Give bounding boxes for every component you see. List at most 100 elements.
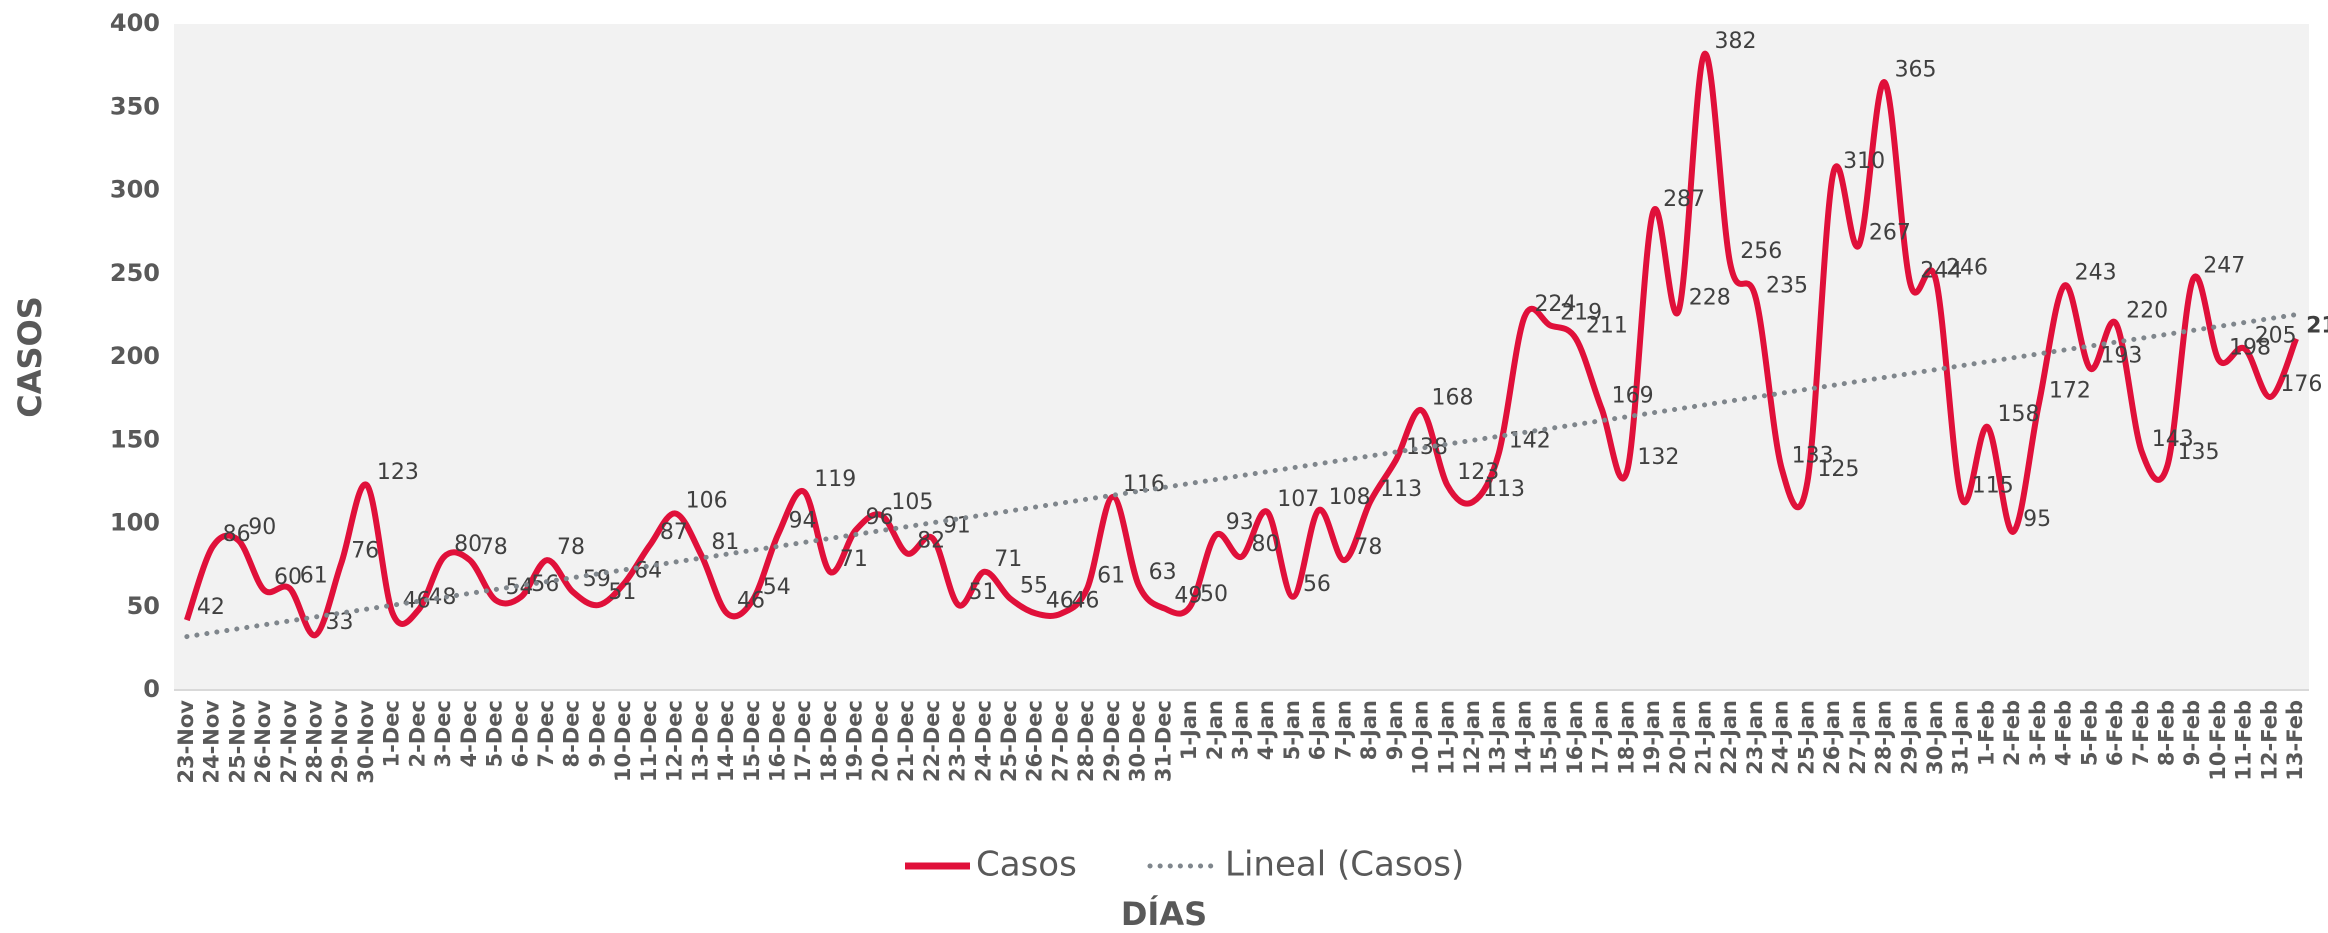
data-label: 108 <box>1329 485 1371 510</box>
legend-label: Casos <box>976 845 1077 885</box>
y-tick-label: 400 <box>110 9 160 37</box>
x-tick-label: 4-Dec <box>457 700 481 767</box>
x-tick-label: 21-Jan <box>1692 700 1716 775</box>
x-tick-label: 22-Jan <box>1717 700 1741 775</box>
data-label: 71 <box>840 547 868 572</box>
x-tick-label: 27-Dec <box>1048 700 1072 782</box>
y-tick-label: 350 <box>110 92 160 120</box>
x-tick-label: 13-Feb <box>2283 700 2307 781</box>
x-tick-label: 23-Jan <box>1743 700 1767 775</box>
data-label: 80 <box>454 532 482 557</box>
x-tick-label: 8-Jan <box>1357 700 1381 760</box>
x-tick-label: 13-Dec <box>688 700 712 782</box>
data-label: 143 <box>2152 427 2194 452</box>
x-tick-label: 28-Dec <box>1074 700 1098 782</box>
data-label: 51 <box>608 580 636 605</box>
data-label: 116 <box>1123 472 1165 497</box>
x-tick-label: 17-Dec <box>791 700 815 782</box>
data-label: 50 <box>1200 582 1228 607</box>
x-tick-label: 26-Jan <box>1820 700 1844 775</box>
x-tick-label: 29-Nov <box>328 700 352 784</box>
x-tick-label: 2-Jan <box>1203 700 1227 760</box>
x-tick-label: 9-Feb <box>2180 700 2204 766</box>
data-label: 93 <box>1226 510 1254 535</box>
x-tick-label: 20-Dec <box>868 700 892 782</box>
y-tick-label: 100 <box>110 509 160 537</box>
data-label: 125 <box>1817 457 1859 482</box>
data-label: 96 <box>866 505 894 530</box>
x-tick-label: 5-Feb <box>2077 700 2101 766</box>
data-label: 61 <box>1097 563 1125 588</box>
x-tick-label: 16-Dec <box>765 700 789 782</box>
x-tick-label: 15-Dec <box>740 700 764 782</box>
x-tick-label: 28-Jan <box>1872 700 1896 775</box>
data-label: 235 <box>1766 274 1808 299</box>
data-label: 193 <box>2100 344 2142 369</box>
data-label: 365 <box>1895 57 1937 82</box>
data-label: 54 <box>763 575 791 600</box>
x-tick-label: 18-Jan <box>1614 700 1638 775</box>
x-tick-label: 9-Jan <box>1383 700 1407 760</box>
data-label: 82 <box>917 528 945 553</box>
x-tick-label: 3-Dec <box>431 700 455 767</box>
data-label: 168 <box>1432 385 1474 410</box>
data-label: 94 <box>788 508 816 533</box>
data-label: 115 <box>1972 474 2014 499</box>
x-tick-label: 25-Jan <box>1794 700 1818 775</box>
x-tick-label: 26-Dec <box>1023 700 1047 782</box>
data-label: 246 <box>1946 255 1988 280</box>
x-tick-label: 2-Dec <box>405 700 429 767</box>
data-label: 76 <box>351 538 379 563</box>
data-label: 87 <box>660 520 688 545</box>
x-tick-label: 10-Feb <box>2206 700 2230 781</box>
x-tick-label: 11-Feb <box>2232 700 2256 781</box>
x-tick-label: 5-Jan <box>1280 700 1304 760</box>
legend-label: Lineal (Casos) <box>1225 845 1464 885</box>
data-label: 33 <box>325 610 353 635</box>
x-tick-label: 6-Jan <box>1306 700 1330 760</box>
x-tick-label: 20-Jan <box>1666 700 1690 775</box>
data-label: 113 <box>1380 477 1422 502</box>
data-label: 71 <box>994 547 1022 572</box>
x-tick-label: 31-Dec <box>1151 700 1175 782</box>
data-label: 256 <box>1740 239 1782 264</box>
x-axis-label: DÍAS <box>1121 895 1207 933</box>
x-tick-label: 1-Dec <box>380 700 404 767</box>
data-label: 78 <box>1354 535 1382 560</box>
x-tick-label: 2-Feb <box>2000 700 2024 766</box>
data-label: 211 <box>1586 314 1628 339</box>
data-label: 78 <box>557 535 585 560</box>
data-label: 220 <box>2126 299 2168 324</box>
x-tick-label: 13-Jan <box>1486 700 1510 775</box>
x-tick-label: 15-Jan <box>1537 700 1561 775</box>
data-label: 105 <box>891 490 933 515</box>
x-tick-label: 11-Jan <box>1434 700 1458 775</box>
data-label: 228 <box>1689 285 1731 310</box>
y-tick-label: 200 <box>110 342 160 370</box>
x-tick-label: 25-Nov <box>225 700 249 784</box>
data-label: 243 <box>2075 260 2117 285</box>
x-tick-label: 31-Jan <box>1949 700 1973 775</box>
x-tick-label: 25-Dec <box>997 700 1021 782</box>
data-label: 267 <box>1869 220 1911 245</box>
x-tick-label: 23-Nov <box>174 700 198 784</box>
x-tick-label: 30-Jan <box>1923 700 1947 775</box>
x-tick-label: 26-Nov <box>251 700 275 784</box>
y-tick-label: 300 <box>110 176 160 204</box>
x-tick-label: 5-Dec <box>483 700 507 767</box>
data-label: 176 <box>2280 372 2322 397</box>
data-label: 55 <box>1020 573 1048 598</box>
data-label: 64 <box>634 558 662 583</box>
data-label: 106 <box>686 489 728 514</box>
data-label: 46 <box>737 588 765 613</box>
x-tick-label: 16-Jan <box>1563 700 1587 775</box>
data-label: 48 <box>428 585 456 610</box>
data-label: 198 <box>2229 335 2271 360</box>
x-tick-label: 18-Dec <box>817 700 841 782</box>
data-label: 78 <box>480 535 508 560</box>
data-label: 169 <box>1612 384 1654 409</box>
x-tick-label: 19-Jan <box>1640 700 1664 775</box>
x-tick-label: 14-Jan <box>1511 700 1535 775</box>
data-label: 172 <box>2049 379 2091 404</box>
data-label: 54 <box>506 575 534 600</box>
